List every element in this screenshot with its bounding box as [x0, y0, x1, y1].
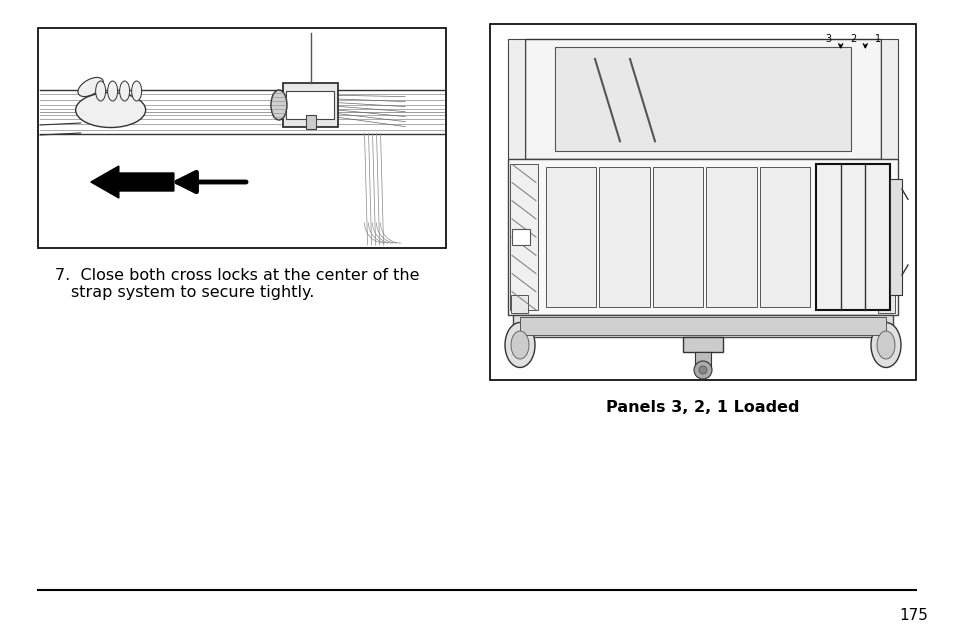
Text: 2: 2	[849, 34, 855, 44]
Bar	[598, 167, 649, 307]
Bar	[519, 317, 885, 335]
Ellipse shape	[870, 322, 900, 368]
Ellipse shape	[132, 81, 141, 101]
Ellipse shape	[511, 331, 529, 359]
Circle shape	[699, 366, 706, 374]
Bar	[286, 91, 334, 119]
Bar	[759, 167, 809, 307]
Ellipse shape	[78, 78, 103, 97]
Bar	[877, 295, 894, 313]
Circle shape	[693, 361, 711, 379]
Bar	[555, 47, 850, 151]
Bar	[510, 164, 537, 310]
Bar	[705, 167, 756, 307]
Bar	[507, 159, 897, 315]
Bar	[490, 24, 915, 380]
Text: 3: 3	[824, 34, 830, 44]
Ellipse shape	[75, 92, 146, 127]
Bar	[513, 315, 892, 337]
Ellipse shape	[271, 90, 287, 120]
Bar	[512, 229, 530, 245]
Bar	[889, 179, 901, 295]
Ellipse shape	[119, 81, 130, 101]
Bar	[545, 167, 596, 307]
Bar	[507, 39, 524, 159]
Bar	[38, 28, 446, 248]
Bar	[682, 337, 722, 352]
Bar	[652, 167, 702, 307]
Bar	[511, 295, 527, 313]
Bar	[306, 115, 315, 129]
Ellipse shape	[504, 322, 535, 368]
Text: 175: 175	[898, 608, 927, 623]
FancyArrow shape	[91, 166, 173, 198]
Bar	[695, 352, 710, 370]
Ellipse shape	[108, 81, 117, 101]
Bar	[880, 39, 897, 159]
Text: strap system to secure tightly.: strap system to secure tightly.	[71, 285, 314, 300]
Bar	[524, 39, 880, 159]
Text: Panels 3, 2, 1 Loaded: Panels 3, 2, 1 Loaded	[605, 400, 799, 415]
Text: 7.  Close both cross locks at the center of the: 7. Close both cross locks at the center …	[55, 268, 419, 283]
Ellipse shape	[95, 81, 106, 101]
Bar	[815, 164, 889, 310]
Ellipse shape	[876, 331, 894, 359]
Bar	[283, 83, 337, 127]
Text: 1: 1	[874, 34, 880, 44]
